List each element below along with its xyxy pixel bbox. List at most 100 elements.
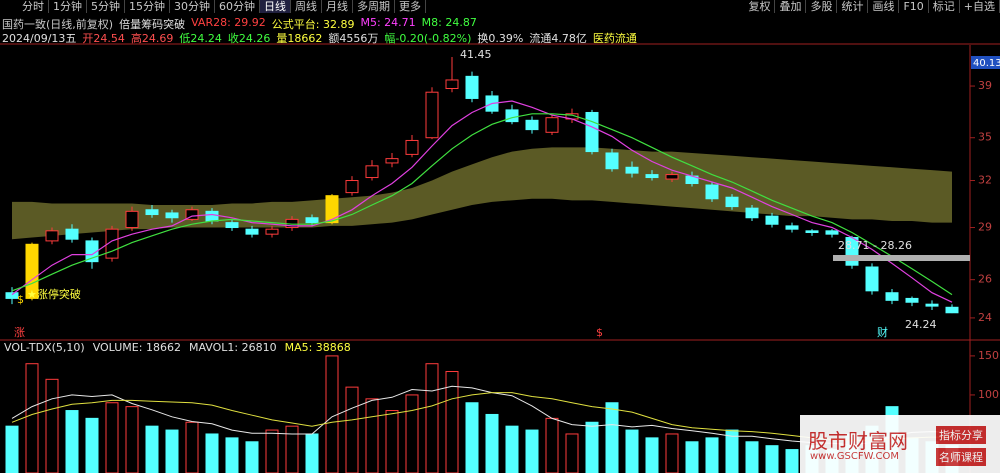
mark: $ <box>596 326 603 339</box>
candle-body <box>345 180 359 194</box>
volume-bar <box>705 437 719 473</box>
candle-body <box>125 210 139 229</box>
candle-body <box>525 119 539 131</box>
candle-body <box>545 117 559 133</box>
volume-bar <box>565 433 579 473</box>
period-tab[interactable]: 更多 <box>395 0 426 13</box>
candle-body <box>5 292 19 299</box>
y-tick-label: 24 <box>978 311 992 324</box>
volume-bar <box>305 433 319 473</box>
candle-body <box>65 228 79 240</box>
period-tab[interactable]: 周线 <box>291 0 322 13</box>
candle-body <box>705 184 719 200</box>
candle-body <box>725 196 739 208</box>
y-tick-label: 150 <box>978 349 999 362</box>
tool-buttons: 复权 叠加 多股 统计 画线 F10 标记 +自选 <box>744 0 1000 13</box>
volume-bar <box>205 433 219 473</box>
tool-button[interactable]: 叠加 <box>775 0 807 13</box>
volume-bar <box>25 363 39 473</box>
period-tab[interactable]: 多周期 <box>353 0 395 13</box>
volume-bar <box>545 417 559 473</box>
volume-title: VOL-TDX(5,10) <box>4 341 85 354</box>
candle-body <box>805 230 819 233</box>
candle-body <box>305 217 319 224</box>
moving-average <box>11 113 953 296</box>
period-tab[interactable]: 5分钟 <box>87 0 125 13</box>
watermark-tag: 指标分享 <box>936 426 986 444</box>
volume-bar <box>65 410 79 473</box>
info-item: 收24.26 <box>227 32 271 45</box>
tool-button[interactable]: +自选 <box>960 0 1000 13</box>
candle-body <box>225 222 239 229</box>
tool-button[interactable]: 复权 <box>744 0 776 13</box>
range-bar <box>833 255 970 261</box>
volume-title: MAVOL1: 26810 <box>189 341 277 354</box>
volume-bar <box>185 421 199 473</box>
candle-body <box>405 139 419 155</box>
period-tab[interactable]: 1分钟 <box>49 0 87 13</box>
info-item: 倍量筹码突破 <box>119 18 186 31</box>
period-tab[interactable]: 15分钟 <box>125 0 170 13</box>
period-tab[interactable]: 日线 <box>260 0 291 13</box>
candle-body <box>245 228 259 235</box>
candle-body <box>445 79 459 89</box>
period-tab[interactable]: 60分钟 <box>215 0 260 13</box>
volume-bar <box>225 437 239 473</box>
candle-body <box>865 266 879 292</box>
volume-bar <box>505 425 519 473</box>
info-item: VAR28: 29.92 <box>191 16 266 29</box>
period-tab[interactable]: 月线 <box>322 0 353 13</box>
period-tab[interactable]: 30分钟 <box>170 0 215 13</box>
info-item: 额4556万 <box>328 32 379 45</box>
watermark-url: www.GSCFW.COM <box>810 451 900 462</box>
tool-button[interactable]: 统计 <box>837 0 869 13</box>
moving-average <box>11 100 953 303</box>
volume-bar <box>665 433 679 473</box>
y-tick-label: 29 <box>978 221 992 234</box>
candle-body <box>205 210 219 222</box>
volume-title: VOLUME: 18662 <box>93 341 181 354</box>
volume-bar <box>125 406 139 473</box>
info-item: 医药流通 <box>592 32 637 45</box>
volume-bar <box>485 413 499 473</box>
info-item: 流通4.78亿 <box>529 32 587 45</box>
volume-bar <box>445 371 459 473</box>
candle-body <box>665 174 679 180</box>
mark: 财 <box>877 325 888 339</box>
candle-body <box>625 166 639 174</box>
candle-body <box>145 209 159 216</box>
info-item: 量18662 <box>276 32 323 45</box>
info-item: 开24.54 <box>82 32 125 45</box>
volume-bar <box>605 402 619 473</box>
y-tick-label: 35 <box>978 131 992 144</box>
candle-body <box>645 174 659 179</box>
watermark-site: 股市财富网 <box>808 429 908 453</box>
volume-bar <box>425 363 439 473</box>
candle-body <box>745 207 759 219</box>
tool-button[interactable]: 多股 <box>806 0 838 13</box>
candle-body <box>325 195 339 224</box>
candle-body <box>905 297 919 303</box>
info-item: 高24.69 <box>130 32 174 45</box>
candle-body <box>465 75 479 99</box>
info-line: 2024/09/13五 开24.54 高24.69 低24.24 收24.26 量1866… <box>2 30 637 46</box>
toolbar: 分时 1分钟 5分钟 15分钟 30分钟 60分钟 日线 周线 月线 多周期 更多 复权 叠加 多股 统计… <box>0 0 1000 13</box>
signal-label: ★涨停突破 <box>27 287 81 301</box>
volume-bar <box>5 425 19 473</box>
candle-body <box>165 212 179 219</box>
tool-button[interactable]: 标记 <box>929 0 960 13</box>
candle-body <box>765 215 779 225</box>
volume-bar <box>145 425 159 473</box>
volume-bar <box>625 429 639 473</box>
info-item: 2024/09/13五 <box>2 32 77 45</box>
period-tab[interactable]: 分时 <box>18 0 49 13</box>
tool-button[interactable]: 画线 <box>868 0 900 13</box>
tool-button[interactable]: F10 <box>899 0 929 13</box>
peak-label: 41.45 <box>460 48 492 61</box>
candle-body <box>885 292 899 301</box>
volume-bar <box>105 402 119 473</box>
volume-bar <box>385 410 399 473</box>
candle-body <box>785 225 799 230</box>
candle-body <box>505 109 519 123</box>
